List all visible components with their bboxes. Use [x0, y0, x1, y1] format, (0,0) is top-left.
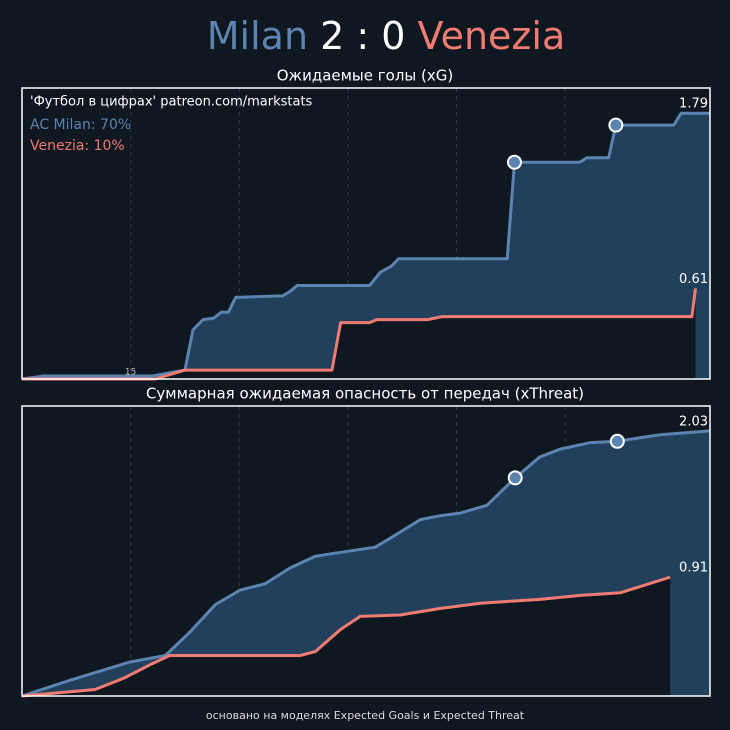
end-value-label: 2.03 [679, 414, 708, 429]
panel-title: Ожидаемые голы (xG) [277, 67, 453, 85]
away-team: Venezia [418, 14, 566, 58]
series-line [21, 575, 671, 698]
series-line [22, 288, 698, 381]
end-value-label: 0.61 [679, 272, 708, 287]
score: 2 : 0 [320, 14, 405, 58]
annotation: 'Футбол в цифрах' patreon.com/markstats [30, 95, 313, 110]
panel-frame [21, 405, 711, 697]
series-line [21, 429, 711, 698]
match-title: Milan 2 : 0 Venezia [207, 14, 565, 58]
series-line [21, 111, 710, 381]
area-fill [22, 577, 671, 696]
goal-marker [506, 154, 522, 170]
legend-entry: AC Milan: 70% [30, 117, 131, 133]
end-value-label: 1.79 [679, 97, 708, 112]
legend-entry: Venezia: 10% [30, 138, 125, 154]
goal-marker [608, 117, 624, 133]
home-team: Milan [207, 14, 308, 58]
area-fill [22, 113, 710, 379]
end-value-label: 0.91 [679, 561, 708, 576]
panel-frame [21, 87, 711, 380]
panel-title: Суммарная ожидаемая опасность от передач… [146, 385, 584, 403]
goal-marker [507, 470, 523, 486]
area-fill [22, 288, 696, 379]
goal-marker [609, 433, 625, 449]
footer: основано на моделях Expected Goals и Exp… [206, 709, 525, 722]
x-tick-label: 15 [125, 368, 136, 378]
